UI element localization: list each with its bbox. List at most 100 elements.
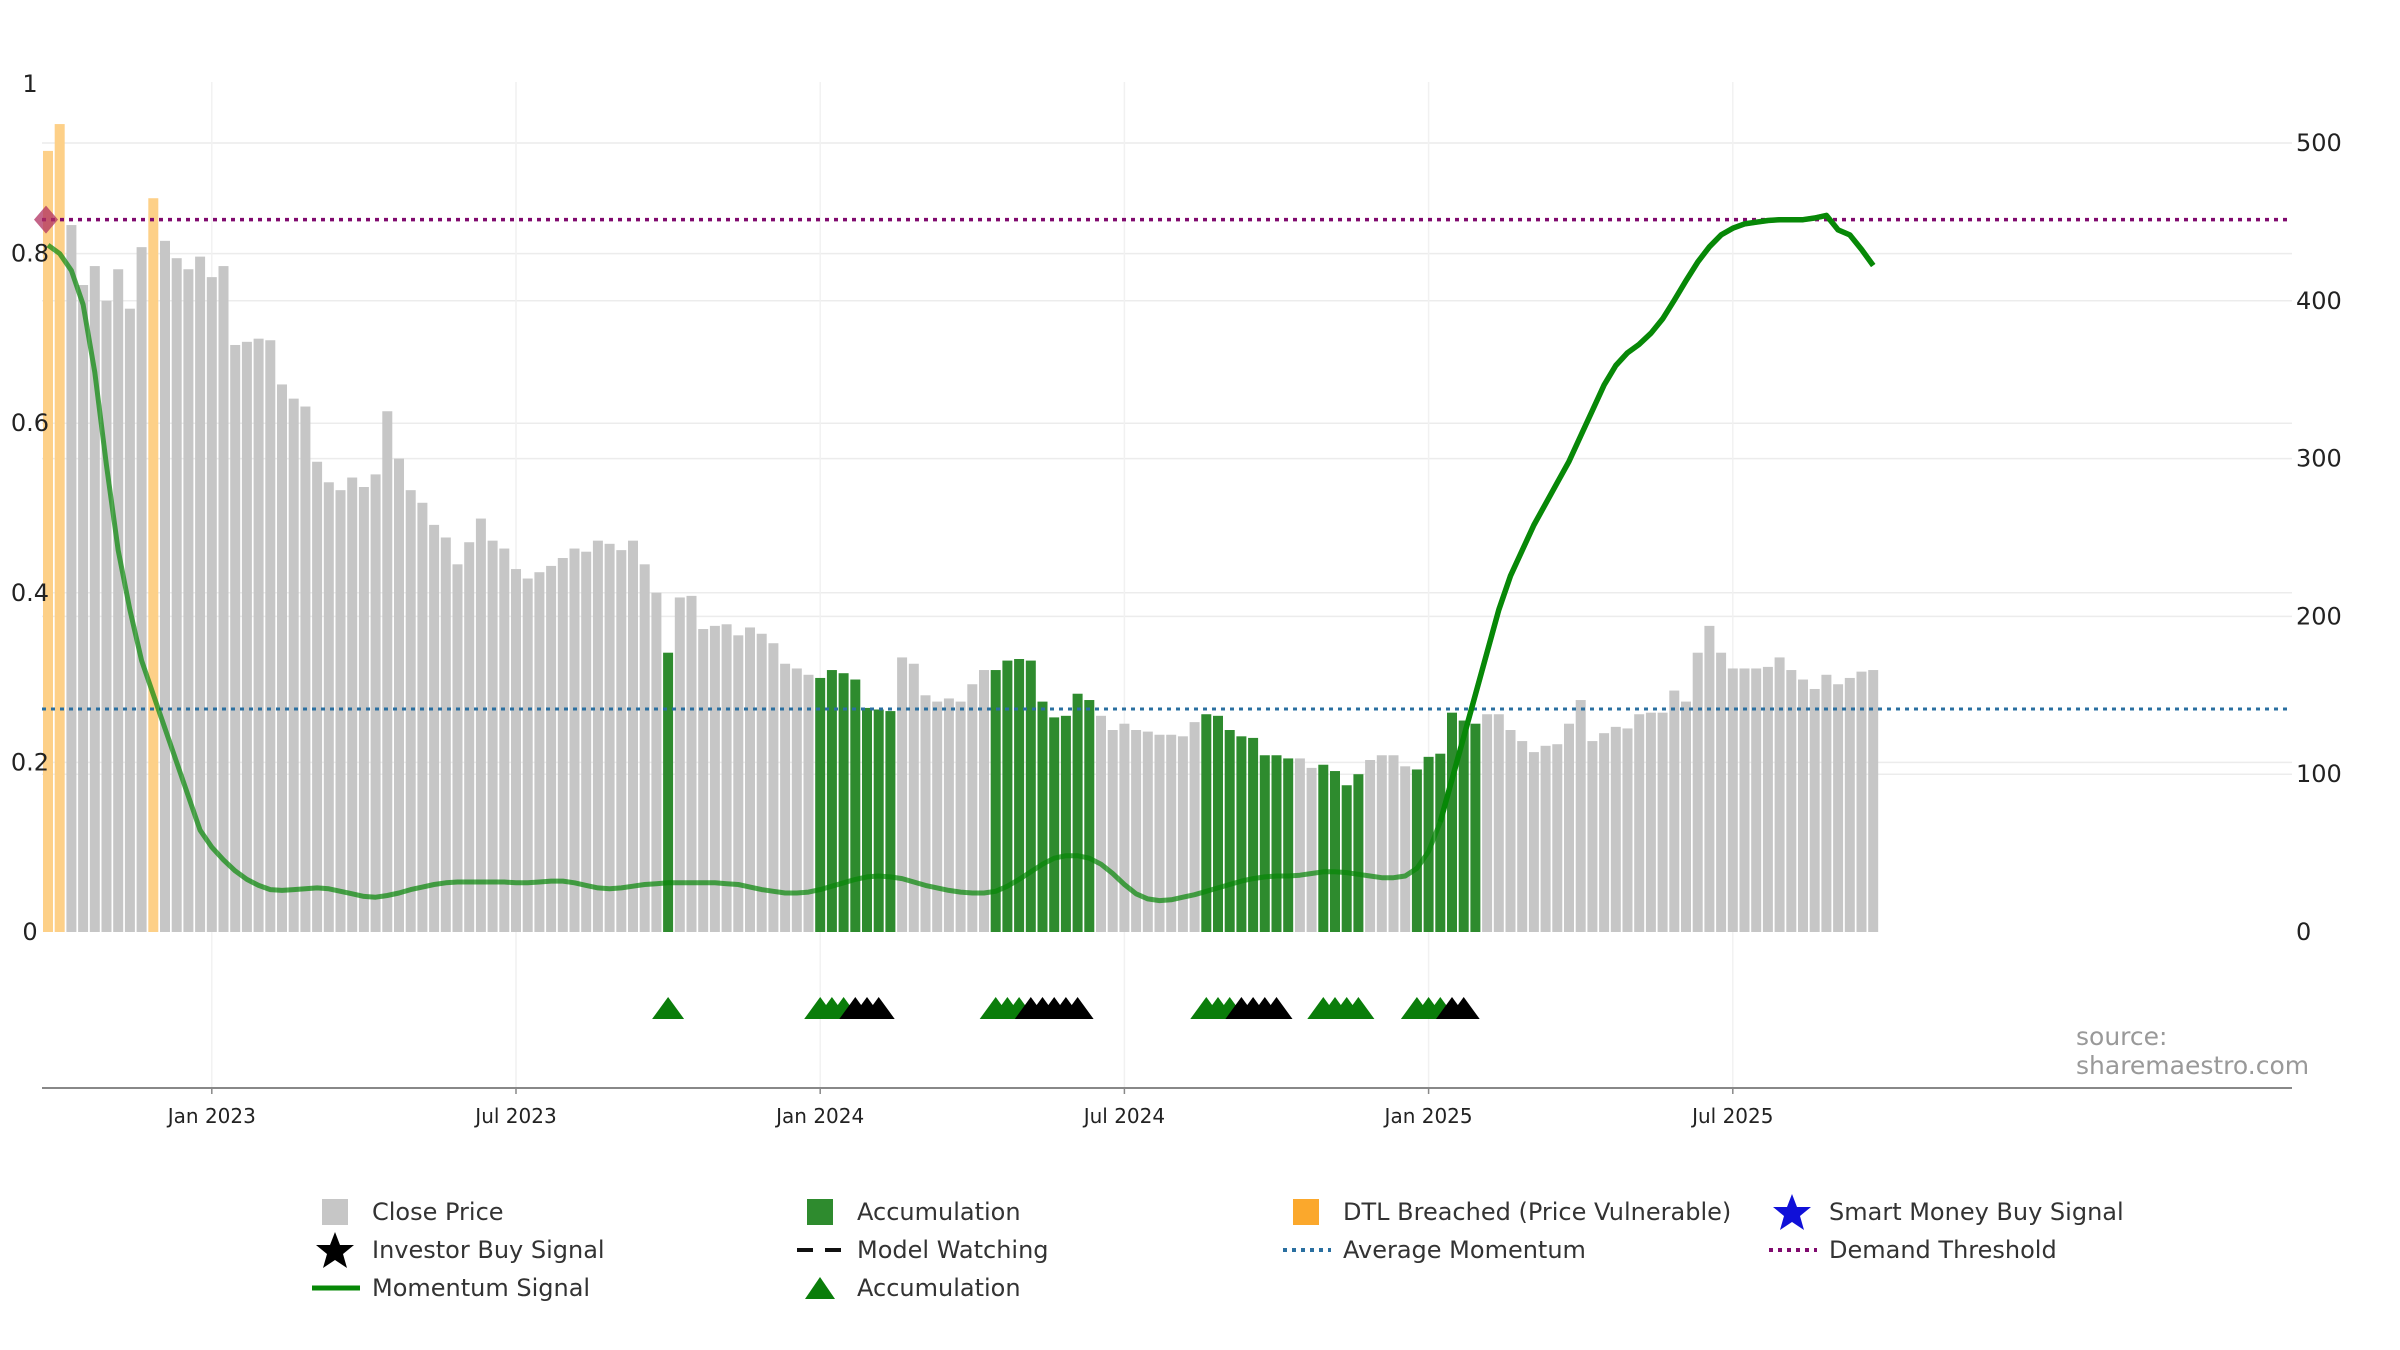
price-bar <box>1259 755 1270 932</box>
price-bar <box>440 537 451 932</box>
price-bar <box>1341 785 1352 932</box>
green-triangle-icon <box>795 1271 845 1305</box>
price-bar <box>1786 670 1797 932</box>
price-bar <box>1330 771 1340 932</box>
dtl-breach-marker <box>34 205 58 234</box>
price-bar <box>1482 714 1493 932</box>
price-bar <box>838 673 849 932</box>
price-bar <box>1388 755 1399 932</box>
left-tick-label: 0 <box>22 918 37 946</box>
investor-buy-marker <box>1260 997 1293 1019</box>
price-bar <box>990 670 1001 932</box>
momentum-chart: Jan 2023 Jul 2023 Jan 2024 Jul 2024 Jan 2025… <box>11 70 2342 1128</box>
price-bar <box>1739 668 1750 932</box>
price-bar <box>1564 723 1574 932</box>
price-bar <box>265 340 276 932</box>
price-bar <box>733 635 744 932</box>
price-bar <box>1376 755 1387 932</box>
price-bar <box>1610 726 1621 932</box>
price-bar <box>206 277 217 932</box>
price-bar <box>616 550 627 932</box>
price-bar <box>1025 660 1036 932</box>
right-tick-label: 200 <box>2296 602 2342 630</box>
price-bar <box>1096 715 1106 932</box>
accumulation-marker <box>1342 997 1375 1019</box>
signal-lines <box>42 212 2292 904</box>
x-tick-label: Jan 2023 <box>166 1104 256 1128</box>
legend-label: Demand Threshold <box>1829 1236 2057 1264</box>
price-bar <box>826 670 837 932</box>
price-bar <box>312 461 323 932</box>
price-bar <box>557 558 568 932</box>
legend-label: Accumulation <box>857 1274 1021 1302</box>
green-square-icon <box>795 1195 845 1229</box>
price-bar <box>756 633 767 932</box>
x-tick-label: Jul 2024 <box>1082 1104 1165 1128</box>
price-bar <box>592 540 603 932</box>
investor-buy-marker <box>862 997 895 1019</box>
price-bar <box>171 258 182 933</box>
legend-label: Model Watching <box>857 1236 1049 1264</box>
price-bar <box>78 285 89 932</box>
price-bar <box>1575 700 1586 932</box>
chart-legend: Close Price Accumulation DTL Breached (Pri… <box>0 1194 2400 1325</box>
price-bar <box>709 625 720 932</box>
price-bar <box>1049 717 1060 932</box>
price-bar <box>1587 741 1598 932</box>
legend-item: DTL Breached (Price Vulnerable) <box>1281 1195 1731 1229</box>
legend-item: Momentum Signal <box>310 1271 590 1305</box>
gray-square-icon <box>310 1195 360 1229</box>
price-bar <box>1294 758 1305 932</box>
price-bar <box>323 482 334 932</box>
price-bar <box>1657 712 1668 932</box>
source-credit: source: sharemaestro.com <box>2076 1022 2310 1080</box>
price-bar <box>1774 657 1785 932</box>
right-tick-label: 300 <box>2296 445 2342 473</box>
price-bar <box>1645 712 1656 932</box>
legend-item: Model Watching <box>795 1233 1049 1267</box>
price-bar <box>1622 728 1633 932</box>
price-bar <box>1517 741 1528 932</box>
right-tick-label: 500 <box>2296 129 2342 157</box>
price-bar <box>1751 668 1762 932</box>
price-bar <box>1681 701 1691 932</box>
price-bar <box>1528 752 1539 932</box>
legend-item: Smart Money Buy Signal <box>1767 1194 2124 1230</box>
price-bar <box>382 411 393 932</box>
price-bar <box>908 663 919 932</box>
price-bar <box>1166 734 1177 932</box>
purple-dotted-icon <box>1767 1233 1817 1267</box>
price-bars <box>43 124 1879 933</box>
price-bar <box>569 548 580 932</box>
legend-item: Close Price <box>310 1195 504 1229</box>
x-tick-label: Jan 2025 <box>1383 1104 1473 1128</box>
price-bar <box>241 341 252 932</box>
price-bar <box>1435 753 1446 932</box>
price-bar <box>43 150 53 932</box>
price-bar <box>1423 756 1434 932</box>
price-bar <box>979 670 989 932</box>
price-bar <box>1142 731 1153 932</box>
axes: Jan 2023 Jul 2023 Jan 2024 Jul 2024 Jan 2025… <box>11 70 2342 1128</box>
price-bar <box>89 266 100 933</box>
price-bar <box>1540 745 1551 932</box>
price-bar <box>335 490 346 932</box>
legend-item: Accumulation <box>795 1195 1021 1229</box>
price-bar <box>604 543 615 932</box>
price-bar <box>1271 755 1282 932</box>
right-tick-label: 400 <box>2296 287 2342 315</box>
price-bar <box>686 595 697 932</box>
price-bar <box>1447 712 1457 932</box>
price-bar <box>277 384 287 933</box>
price-bar <box>1236 736 1247 932</box>
price-bar <box>1458 720 1469 932</box>
price-bar <box>768 643 779 932</box>
legend-label: Smart Money Buy Signal <box>1829 1198 2124 1226</box>
price-bar <box>370 474 381 932</box>
price-bar <box>1014 659 1025 932</box>
price-bar <box>1809 688 1820 932</box>
price-bar <box>54 124 65 932</box>
price-bar <box>195 256 206 933</box>
price-bar <box>1552 744 1563 932</box>
legend-item: Demand Threshold <box>1767 1233 2057 1267</box>
